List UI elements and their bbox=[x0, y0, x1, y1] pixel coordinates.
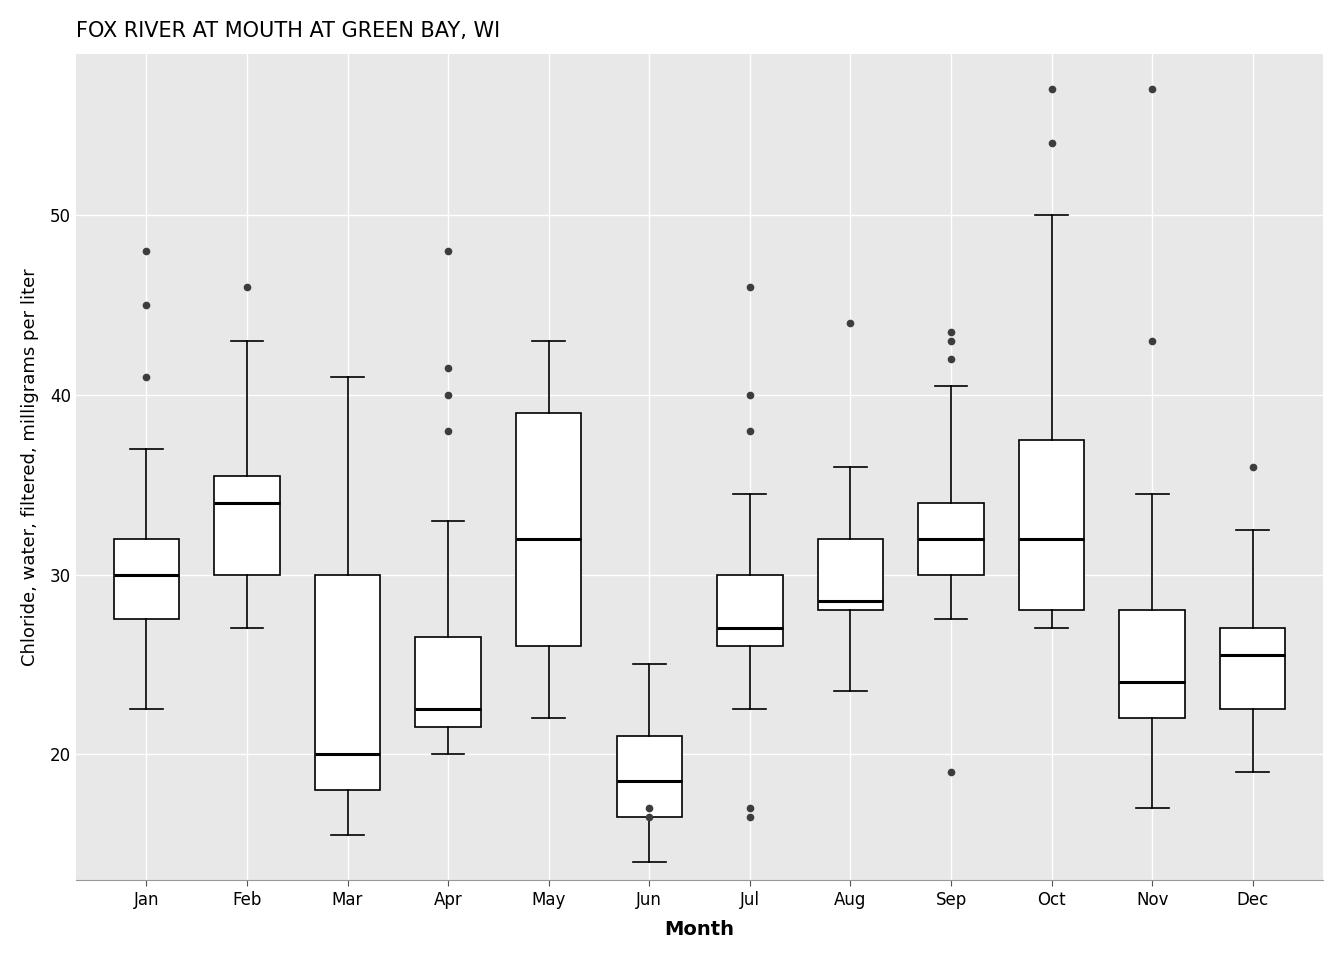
Y-axis label: Chloride, water, filtered, milligrams per liter: Chloride, water, filtered, milligrams pe… bbox=[22, 268, 39, 665]
PathPatch shape bbox=[214, 476, 280, 574]
X-axis label: Month: Month bbox=[664, 921, 735, 939]
PathPatch shape bbox=[617, 736, 681, 817]
Text: FOX RIVER AT MOUTH AT GREEN BAY, WI: FOX RIVER AT MOUTH AT GREEN BAY, WI bbox=[75, 21, 500, 41]
PathPatch shape bbox=[1220, 629, 1285, 709]
PathPatch shape bbox=[314, 574, 380, 790]
PathPatch shape bbox=[1120, 611, 1185, 718]
PathPatch shape bbox=[114, 539, 179, 619]
PathPatch shape bbox=[918, 503, 984, 574]
PathPatch shape bbox=[817, 539, 883, 611]
PathPatch shape bbox=[718, 574, 782, 646]
PathPatch shape bbox=[1019, 440, 1085, 611]
PathPatch shape bbox=[516, 413, 582, 646]
PathPatch shape bbox=[415, 637, 481, 728]
